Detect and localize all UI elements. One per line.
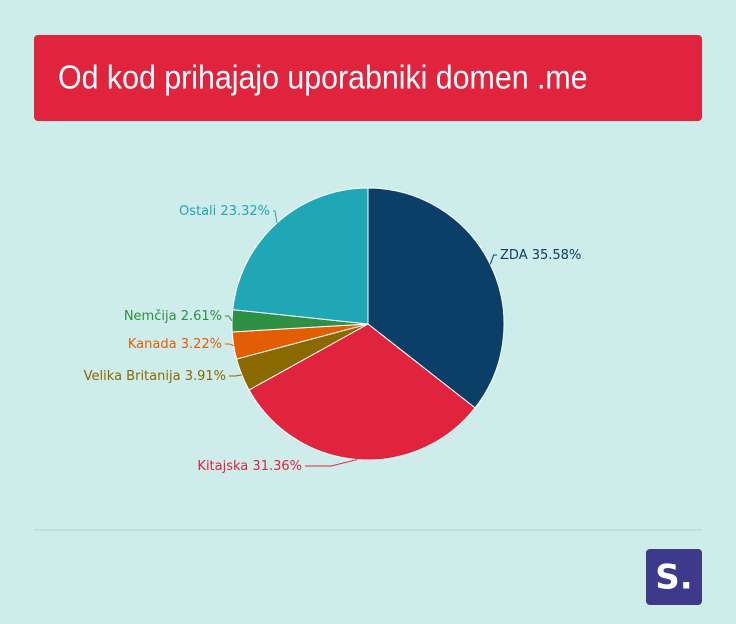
leader-line xyxy=(489,254,497,265)
category-label: Kanada xyxy=(128,337,177,352)
value-label: 3.22% xyxy=(181,337,222,352)
leader-line xyxy=(229,374,242,377)
logo-box xyxy=(646,549,702,605)
category-label: Kitajska xyxy=(197,459,248,474)
data-label: Nemčija 2.61% xyxy=(124,309,222,324)
data-label: ZDA 35.58% xyxy=(500,248,581,263)
data-label: Velika Britanija 3.91% xyxy=(84,369,226,384)
slice xyxy=(248,323,476,461)
category-label: Ostali xyxy=(179,204,216,219)
data-label: Kitajska 31.36% xyxy=(197,459,302,474)
slice xyxy=(232,187,369,325)
logo: S. xyxy=(655,558,692,598)
leader-line xyxy=(305,459,358,467)
value-label: 35.58% xyxy=(532,248,582,263)
category-label: Nemčija xyxy=(124,309,177,324)
data-label: Kanada 3.22% xyxy=(128,337,222,352)
value-label: 23.32% xyxy=(220,204,270,219)
leader-line xyxy=(225,343,234,347)
data-label: Ostali 23.32% xyxy=(179,204,270,219)
leader-line xyxy=(225,315,233,322)
value-label: 3.91% xyxy=(185,369,226,384)
leader-line xyxy=(273,210,278,223)
chart-title: Od kod prihajajo uporabniki domen .me xyxy=(58,59,588,96)
value-label: 31.36% xyxy=(252,459,302,474)
value-label: 2.61% xyxy=(181,309,222,324)
category-label: ZDA xyxy=(500,248,528,263)
category-label: Velika Britanija xyxy=(84,369,181,384)
header xyxy=(34,35,702,121)
